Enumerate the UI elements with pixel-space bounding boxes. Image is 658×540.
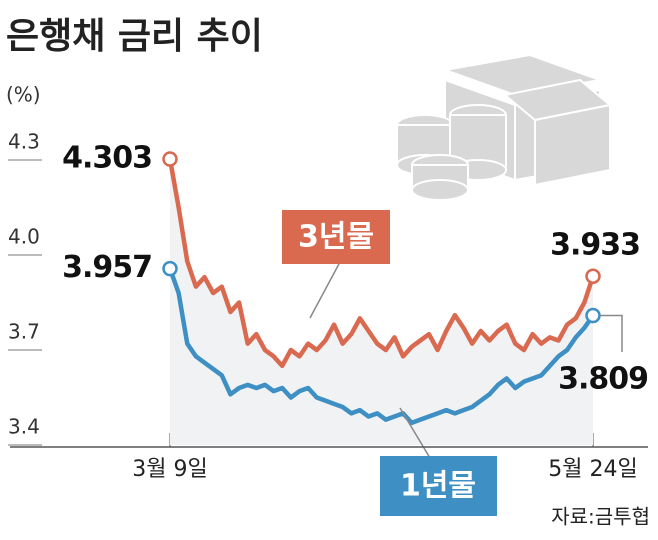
- value-label: 3.933: [550, 228, 640, 263]
- money-icon: [396, 53, 613, 201]
- end-marker: [585, 307, 601, 324]
- line: [167, 158, 596, 369]
- area-shade: [170, 159, 593, 446]
- plot: 3.4 3.7 4.0 4.3 3월 9일 5월 24일 4.303 3.957 3.933 3.…: [8, 130, 649, 516]
- value-label: 3.809: [558, 362, 648, 397]
- legend-box: [282, 210, 390, 264]
- y-tick-label: 3.4: [8, 415, 40, 439]
- y-tick-label: 4.3: [8, 130, 40, 154]
- end-marker: [162, 151, 178, 167]
- legend-pointer: [309, 261, 341, 319]
- legend-label: 1년물: [400, 469, 476, 504]
- x-tick-label: 3월 9일: [132, 457, 207, 482]
- value-label: 4.303: [62, 141, 152, 176]
- source: 자료:금투협: [551, 505, 650, 529]
- line: [167, 267, 595, 426]
- legend-label: 3년물: [298, 220, 374, 255]
- y-unit: (%): [6, 83, 41, 107]
- x-tick-label: 5월 24일: [548, 457, 637, 482]
- leader: [600, 314, 623, 352]
- y-tick-label: 3.7: [8, 320, 40, 344]
- legend-box: [380, 456, 497, 516]
- end-marker: [162, 260, 178, 277]
- legend-pointer: [399, 407, 431, 459]
- value-label: 3.957: [62, 250, 152, 285]
- y-tick-label: 4.0: [8, 225, 40, 249]
- chart-title: 은행채 금리 추이: [6, 16, 263, 57]
- end-marker: [585, 268, 601, 284]
